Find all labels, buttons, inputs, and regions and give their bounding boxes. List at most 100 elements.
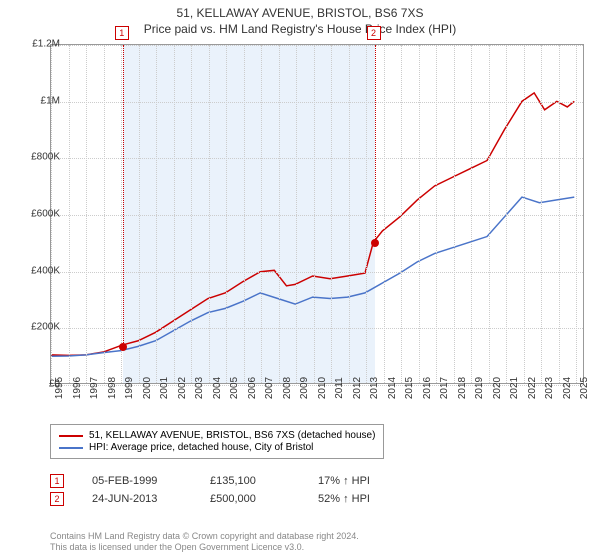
legend-swatch: [59, 447, 83, 449]
marker-guide: [123, 45, 124, 347]
gridline-v: [524, 45, 525, 383]
gridline-v: [261, 45, 262, 383]
sale-diff: 17% ↑ HPI: [318, 475, 408, 487]
legend: 51, KELLAWAY AVENUE, BRISTOL, BS6 7XS (d…: [50, 424, 384, 459]
sale-price: £135,100: [210, 475, 290, 487]
marker-dot: [119, 343, 127, 351]
sale-row: 224-JUN-2013£500,00052% ↑ HPI: [50, 492, 408, 506]
gridline-v: [454, 45, 455, 383]
gridline-h: [51, 158, 583, 159]
x-tick-label: 1995: [54, 377, 65, 399]
gridline-v: [174, 45, 175, 383]
gridline-v: [244, 45, 245, 383]
x-tick-label: 2014: [387, 377, 398, 399]
x-tick-label: 2019: [474, 377, 485, 399]
gridline-v: [86, 45, 87, 383]
x-tick-label: 1999: [124, 377, 135, 399]
sale-date: 24-JUN-2013: [92, 493, 182, 505]
legend-label: HPI: Average price, detached house, City…: [89, 442, 313, 453]
footer-line-2: This data is licensed under the Open Gov…: [50, 542, 359, 554]
legend-label: 51, KELLAWAY AVENUE, BRISTOL, BS6 7XS (d…: [89, 430, 375, 441]
y-tick-label: £400K: [14, 265, 60, 276]
gridline-v: [471, 45, 472, 383]
sale-marker: 1: [50, 474, 64, 488]
x-tick-label: 2012: [352, 377, 363, 399]
gridline-h: [51, 102, 583, 103]
marker-box: 1: [115, 26, 129, 40]
gridline-v: [366, 45, 367, 383]
gridline-v: [139, 45, 140, 383]
gridline-v: [384, 45, 385, 383]
chart-area: [50, 44, 584, 384]
gridline-v: [576, 45, 577, 383]
x-tick-label: 2008: [282, 377, 293, 399]
gridline-v: [296, 45, 297, 383]
gridline-v: [156, 45, 157, 383]
footer: Contains HM Land Registry data © Crown c…: [50, 531, 359, 554]
gridline-v: [191, 45, 192, 383]
y-tick-label: £200K: [14, 322, 60, 333]
footer-line-1: Contains HM Land Registry data © Crown c…: [50, 531, 359, 543]
x-tick-label: 2024: [562, 377, 573, 399]
x-tick-label: 2017: [439, 377, 450, 399]
x-tick-label: 2005: [229, 377, 240, 399]
gridline-v: [104, 45, 105, 383]
x-tick-label: 2015: [404, 377, 415, 399]
gridline-v: [419, 45, 420, 383]
sale-date: 05-FEB-1999: [92, 475, 182, 487]
x-tick-label: 2007: [264, 377, 275, 399]
gridline-v: [559, 45, 560, 383]
x-tick-label: 2013: [369, 377, 380, 399]
gridline-v: [349, 45, 350, 383]
x-tick-label: 2020: [492, 377, 503, 399]
y-tick-label: £600K: [14, 209, 60, 220]
gridline-v: [279, 45, 280, 383]
x-tick-label: 2018: [457, 377, 468, 399]
gridline-v: [69, 45, 70, 383]
title-block: 51, KELLAWAY AVENUE, BRISTOL, BS6 7XS Pr…: [0, 0, 600, 36]
chart-subtitle: Price paid vs. HM Land Registry's House …: [0, 22, 600, 36]
gridline-h: [51, 215, 583, 216]
gridline-v: [226, 45, 227, 383]
x-tick-label: 2022: [527, 377, 538, 399]
gridline-h: [51, 328, 583, 329]
x-tick-label: 2000: [142, 377, 153, 399]
x-tick-label: 1998: [107, 377, 118, 399]
x-tick-label: 2010: [317, 377, 328, 399]
x-tick-label: 2023: [544, 377, 555, 399]
sale-marker: 2: [50, 492, 64, 506]
marker-box: 2: [367, 26, 381, 40]
chart-lines: [51, 45, 583, 383]
y-tick-label: £1M: [14, 95, 60, 106]
gridline-h: [51, 272, 583, 273]
gridline-v: [209, 45, 210, 383]
chart-title: 51, KELLAWAY AVENUE, BRISTOL, BS6 7XS: [0, 6, 600, 20]
x-tick-label: 2004: [212, 377, 223, 399]
y-tick-label: £800K: [14, 152, 60, 163]
gridline-v: [436, 45, 437, 383]
gridline-v: [489, 45, 490, 383]
gridline-h: [51, 45, 583, 46]
sale-row: 1 05-FEB-1999 £135,100 17% ↑ HPI: [50, 474, 408, 488]
x-tick-label: 2011: [334, 377, 345, 399]
marker-guide: [375, 45, 376, 243]
legend-item: 51, KELLAWAY AVENUE, BRISTOL, BS6 7XS (d…: [59, 430, 375, 441]
x-tick-label: 1997: [89, 377, 100, 399]
sale-diff: 52% ↑ HPI: [318, 493, 408, 505]
gridline-v: [331, 45, 332, 383]
x-tick-label: 2002: [177, 377, 188, 399]
x-tick-label: 2021: [509, 377, 520, 399]
y-tick-label: £1.2M: [14, 39, 60, 50]
gridline-v: [314, 45, 315, 383]
legend-item: HPI: Average price, detached house, City…: [59, 442, 375, 453]
x-tick-label: 1996: [72, 377, 83, 399]
gridline-v: [541, 45, 542, 383]
sale-table: 1 05-FEB-1999 £135,100 17% ↑ HPI 2 24-JUN-201…: [50, 470, 408, 510]
x-tick-label: 2016: [422, 377, 433, 399]
legend-swatch: [59, 435, 83, 437]
gridline-v: [401, 45, 402, 383]
gridline-v: [506, 45, 507, 383]
x-tick-label: 2006: [247, 377, 258, 399]
chart-container: 51, KELLAWAY AVENUE, BRISTOL, BS6 7XS Pr…: [0, 0, 600, 560]
x-tick-label: 2001: [159, 377, 170, 399]
